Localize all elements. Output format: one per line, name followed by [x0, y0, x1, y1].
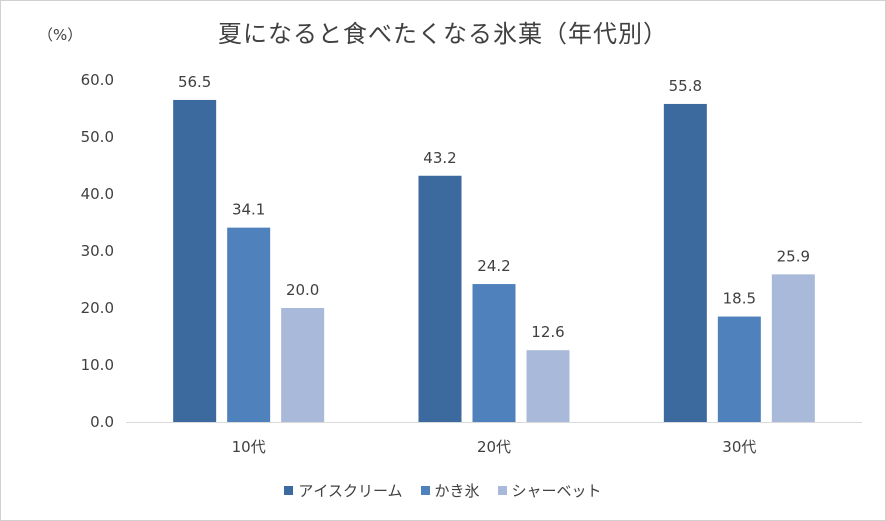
- chart-title: 夏になると食べたくなる氷菓（年代別）: [218, 20, 668, 48]
- legend-item: かき氷: [420, 480, 480, 501]
- x-axis-ticks: 10代 20代 30代: [232, 438, 757, 456]
- data-label: 34.1: [232, 201, 265, 219]
- bar: [281, 308, 325, 422]
- x-tick-label: 20代: [477, 438, 511, 456]
- data-label: 43.2: [423, 149, 456, 167]
- data-label: 20.0: [286, 281, 319, 299]
- data-label: 55.8: [669, 77, 702, 95]
- bar: [663, 103, 707, 422]
- bar: [227, 227, 271, 422]
- legend-swatch: [420, 486, 430, 495]
- data-label: 12.6: [531, 323, 564, 341]
- y-axis-unit-label: （%）: [38, 26, 83, 44]
- legend-item: アイスクリーム: [284, 480, 403, 501]
- bars-group: [173, 99, 815, 422]
- bar: [472, 284, 516, 422]
- y-tick-label: 30.0: [81, 242, 114, 260]
- x-tick-label: 10代: [232, 438, 266, 456]
- y-tick-label: 0.0: [90, 413, 114, 431]
- bar: [173, 99, 217, 422]
- y-tick-label: 60.0: [81, 71, 114, 89]
- y-tick-label: 20.0: [81, 299, 114, 317]
- data-label: 25.9: [777, 247, 810, 265]
- legend-swatch: [497, 486, 507, 495]
- legend-swatch: [284, 486, 294, 495]
- x-tick-label: 30代: [722, 438, 756, 456]
- legend-label: アイスクリーム: [298, 482, 403, 500]
- legend-label: かき氷: [434, 482, 480, 500]
- legend-label: シャーベット: [511, 482, 602, 500]
- bar: [717, 316, 761, 422]
- bar: [526, 350, 570, 422]
- data-label: 18.5: [723, 290, 756, 308]
- legend-item: シャーベット: [497, 480, 602, 501]
- data-label: 24.2: [477, 257, 510, 275]
- y-tick-label: 40.0: [81, 185, 114, 203]
- data-labels-group: 56.5 34.1 20.0 43.2 24.2 12.6 55.8 18.5 25.9: [178, 73, 810, 341]
- y-axis-ticks: 0.0 10.0 20.0 30.0 40.0 50.0 60.0: [81, 71, 114, 431]
- data-label: 56.5: [178, 73, 211, 91]
- y-tick-label: 10.0: [81, 356, 114, 374]
- legend: アイスクリーム かき氷 シャーベット: [0, 480, 886, 501]
- bar: [418, 175, 462, 422]
- y-tick-label: 50.0: [81, 128, 114, 146]
- bar: [771, 274, 815, 422]
